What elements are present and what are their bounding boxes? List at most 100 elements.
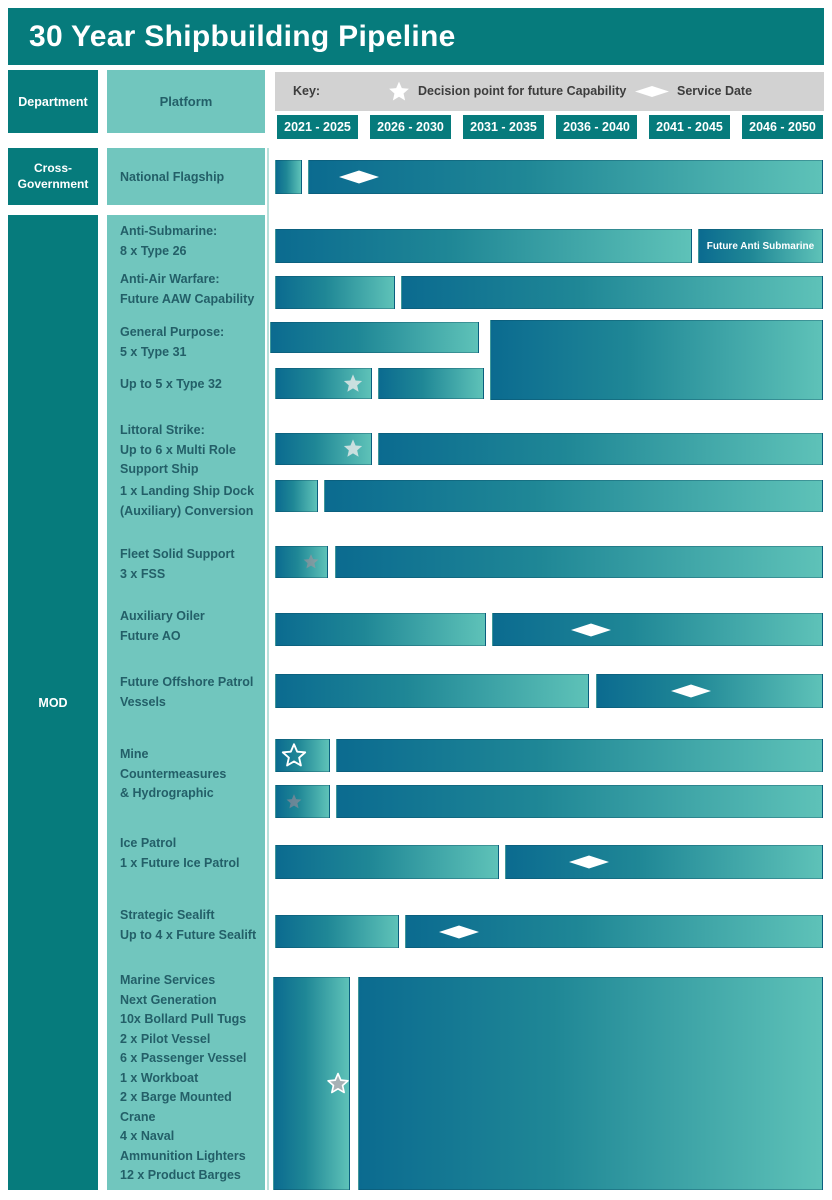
platform-label-line: & Hydrographic: [120, 786, 214, 800]
bar-future-anti-submarine: Future Anti Submarine: [698, 229, 823, 263]
bar-fss-a: [275, 546, 328, 578]
decision-grey-icon: [342, 373, 364, 395]
bar-sealift-b: [405, 915, 823, 948]
bar-marine-services-a: [273, 977, 350, 1190]
platform-label-line: 1 x Future Ice Patrol: [120, 855, 240, 870]
decision-faint-icon: [285, 793, 303, 811]
bar-sealift-a: [275, 915, 399, 948]
platform-label-group-9: Future Offshore Patrol Vessels: [120, 673, 262, 712]
platform-label-line: Crane: [120, 1109, 156, 1124]
bar-ice-b: [505, 845, 823, 879]
platform-label-line: Ice Patrol: [120, 836, 177, 850]
platform-label-line: 12 x Product Barges: [120, 1168, 241, 1182]
department-mod: MOD: [8, 215, 98, 1190]
bar-marine-services-b: [358, 977, 823, 1190]
legend-bar: Key: Decision point for future Capabilit…: [275, 72, 824, 111]
platform-label-line: Anti-Submarine:: [120, 224, 218, 238]
platform-label-group-10: Mine Countermeasures & Hydrographic: [120, 745, 262, 804]
platform-label-line: Up to 6 x Multi Role: [120, 442, 236, 457]
platform-label-line: Fleet Solid Support: [120, 547, 235, 561]
period-header-6: 2046 - 2050: [742, 115, 823, 139]
platform-label-group-2: Anti-Air Warfare: Future AAW Capability: [120, 270, 262, 309]
decision-point-star-icon: [387, 80, 411, 104]
platform-label-line: Ammunition Lighters: [120, 1148, 246, 1163]
legend-label: Key:: [293, 84, 321, 98]
bar-national-flagship-service: [308, 160, 823, 194]
bar-national-flagship-build: [275, 160, 302, 194]
platform-label-line: Up to 5 x Type 32: [120, 377, 222, 391]
platform-label-line: Future AAW Capability: [120, 291, 255, 306]
bar-lsd-b: [324, 480, 823, 512]
bar-ice-a: [275, 845, 499, 879]
decision-grey-icon: [342, 438, 364, 460]
platform-label-line: 3 x FSS: [120, 566, 166, 581]
platform-label-line: 6 x Passenger Vessel: [120, 1051, 247, 1065]
platform-label-line: (Auxiliary) Conversion: [120, 503, 254, 518]
page-title: 30 Year Shipbuilding Pipeline: [8, 8, 824, 65]
bar-ao-b: [492, 613, 823, 646]
service-date-icon: [671, 684, 711, 698]
department-cross-government: Cross-Government: [8, 148, 98, 205]
platform-label-group-3: General Purpose: 5 x Type 31: [120, 323, 262, 362]
bar-mrss-b: [378, 433, 823, 465]
service-date-legend-text: Service Date: [677, 84, 753, 98]
decision-point-legend-text: Decision point for future Capability: [418, 84, 627, 98]
platform-label-line: 8 x Type 26: [120, 243, 187, 258]
bar-ao-a: [275, 613, 486, 646]
bar-type-26: [275, 229, 692, 263]
platform-label-line: 1 x Workboat: [120, 1070, 199, 1085]
platform-mod-labels: Anti-Submarine: 8 x Type 26 Anti-Air Warfa…: [107, 215, 265, 1190]
department-column-header: Department: [8, 70, 98, 133]
platform-label-line: Anti-Air Warfare:: [120, 272, 220, 286]
period-header-4: 2036 - 2040: [556, 115, 637, 139]
platform-label-line: Future AO: [120, 628, 181, 643]
bar-type-31: [270, 322, 479, 353]
platform-national-flagship: National Flagship: [107, 148, 265, 205]
platform-label-line: 5 x Type 31: [120, 344, 187, 359]
bar-general-purpose-future-block: [490, 320, 823, 400]
platform-label-line: Support Ship: [120, 462, 199, 476]
bar-mcm-1b: [336, 739, 823, 772]
bar-mcm-2a: [275, 785, 330, 818]
platform-label-group-13: Marine Services Next Generation 10x Bollar…: [120, 971, 262, 1186]
platform-label-group-1: Anti-Submarine: 8 x Type 26: [120, 222, 262, 261]
platform-label-group-8: Auxiliary Oiler Future AO: [120, 607, 262, 646]
period-header-2: 2026 - 2030: [370, 115, 451, 139]
bar-fopv-a: [275, 674, 589, 708]
platform-label-line: 1 x Landing Ship Dock: [120, 484, 255, 498]
platform-label-group-7: Fleet Solid Support 3 x FSS: [120, 545, 262, 584]
platform-label-line: Vessels: [120, 694, 166, 709]
service-date-icon: [339, 170, 379, 184]
platform-label-line: 2 x Barge Mounted: [120, 1090, 232, 1104]
platform-label-line: 4 x Naval: [120, 1129, 175, 1143]
platform-label-group-6: 1 x Landing Ship Dock (Auxiliary) Convers…: [120, 482, 262, 521]
bar-mcm-2b: [336, 785, 823, 818]
bar-aaw-concept: [275, 276, 395, 309]
platform-label-line: Future Offshore Patrol: [120, 675, 254, 689]
bar-mrss-a: [275, 433, 372, 465]
platform-label-group-11: Ice Patrol 1 x Future Ice Patrol: [120, 834, 262, 873]
platform-label-line: Mine: [120, 747, 149, 761]
platform-column-header: Platform: [107, 70, 265, 133]
platform-label-line: Strategic Sealift: [120, 908, 215, 922]
bar-type-32-a: [275, 368, 372, 399]
platform-label-line: Auxiliary Oiler: [120, 609, 205, 623]
chart-axis-line: [267, 148, 269, 1190]
bar-fss-b: [335, 546, 823, 578]
platform-label-line: Up to 4 x Future Sealift: [120, 927, 257, 942]
platform-label-line: 10x Bollard Pull Tugs: [120, 1012, 247, 1026]
decision-faint-icon: [302, 553, 320, 571]
decision-outline-icon: [281, 742, 308, 769]
service-date-icon: [571, 623, 611, 636]
service-date-icon: [569, 855, 609, 869]
platform-label-group-12: Strategic Sealift Up to 4 x Future Sealif…: [120, 906, 262, 945]
service-date-icon: [439, 925, 479, 938]
platform-label-line: General Purpose:: [120, 325, 225, 339]
bar-fopv-b: [596, 674, 823, 708]
platform-label-line: Marine Services: [120, 973, 216, 987]
platform-label-group-5: Littoral Strike: Up to 6 x Multi Role Supp…: [120, 421, 262, 480]
period-header-5: 2041 - 2045: [649, 115, 730, 139]
bar-lsd-a: [275, 480, 318, 512]
platform-label-group-4: Up to 5 x Type 32: [120, 375, 262, 395]
